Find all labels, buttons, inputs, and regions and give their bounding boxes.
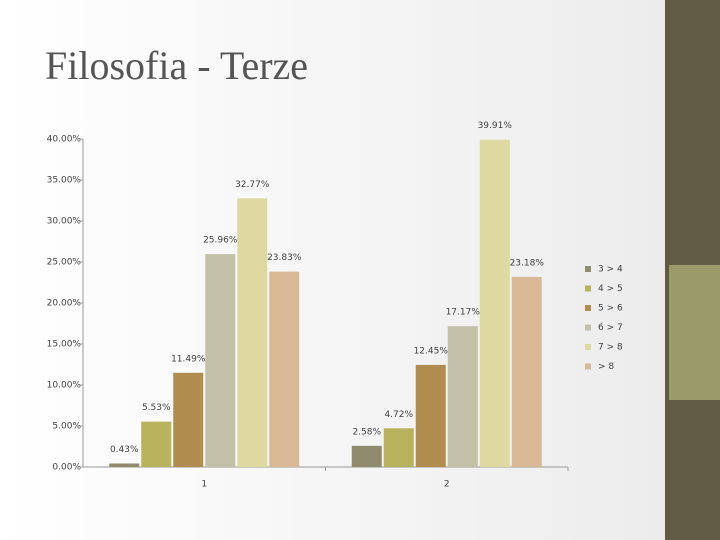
value-label: 32.77% bbox=[235, 180, 270, 190]
chart-title: Filosofia - Terze bbox=[45, 43, 308, 88]
x-tick-label: 1 bbox=[201, 480, 207, 490]
y-tick-label: 25.00% bbox=[47, 258, 82, 268]
y-tick-label: 35.00% bbox=[47, 176, 82, 186]
value-label: 25.96% bbox=[203, 236, 238, 246]
legend-swatch bbox=[585, 266, 591, 272]
legend-swatch bbox=[585, 324, 591, 331]
legend-label: 3 > 4 bbox=[598, 265, 623, 275]
legend-label: 4 > 5 bbox=[598, 284, 623, 294]
y-tick-label: 20.00% bbox=[47, 299, 82, 309]
legend-swatch bbox=[585, 363, 591, 370]
value-label: 39.91% bbox=[478, 121, 513, 131]
legend-label: 5 > 6 bbox=[598, 304, 623, 314]
value-label: 17.17% bbox=[446, 308, 481, 318]
bar bbox=[415, 364, 446, 467]
bar bbox=[109, 463, 140, 467]
bar bbox=[511, 276, 542, 467]
legend-swatch bbox=[585, 344, 591, 350]
y-tick-label: 15.00% bbox=[47, 340, 82, 350]
bar bbox=[205, 254, 236, 467]
legend-label: 7 > 8 bbox=[598, 343, 623, 353]
bar bbox=[447, 326, 478, 467]
legend-label: 6 > 7 bbox=[598, 323, 623, 333]
value-label: 23.18% bbox=[510, 258, 545, 268]
value-label: 2.58% bbox=[352, 427, 381, 437]
value-label: 4.72% bbox=[384, 410, 413, 420]
legend-swatch bbox=[585, 305, 591, 311]
bar bbox=[173, 372, 204, 467]
bar bbox=[479, 139, 510, 467]
value-label: 23.83% bbox=[267, 253, 302, 263]
value-label: 12.45% bbox=[414, 346, 449, 356]
bar bbox=[141, 421, 172, 467]
bar bbox=[351, 445, 382, 467]
legend-swatch bbox=[585, 285, 591, 292]
bar bbox=[383, 428, 414, 467]
background bbox=[0, 0, 665, 540]
y-tick-label: 40.00% bbox=[47, 135, 82, 145]
bar bbox=[237, 198, 268, 467]
value-label: 11.49% bbox=[171, 354, 206, 364]
y-tick-label: 30.00% bbox=[47, 217, 82, 227]
value-label: 5.53% bbox=[142, 403, 171, 413]
y-tick-label: 0.00% bbox=[52, 463, 81, 473]
x-tick-label: 2 bbox=[444, 480, 450, 490]
bar bbox=[269, 271, 300, 467]
y-tick-label: 5.00% bbox=[52, 422, 81, 432]
side-accent bbox=[669, 265, 720, 400]
y-tick-label: 10.00% bbox=[47, 381, 82, 391]
value-label: 0.43% bbox=[110, 445, 139, 455]
legend-label: > 8 bbox=[598, 362, 614, 372]
